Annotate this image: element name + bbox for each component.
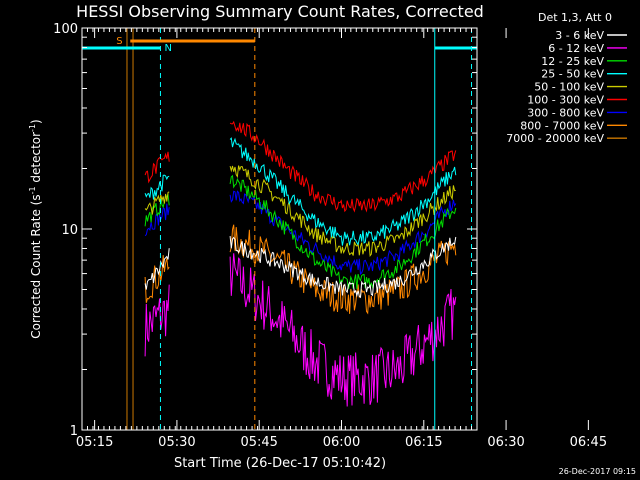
series-line-7 [144, 255, 170, 303]
series-line-1 [144, 284, 170, 357]
series-line-3 [229, 137, 457, 246]
series-line-2 [229, 174, 457, 290]
y-tick-label: 10 [61, 223, 78, 238]
series-line-5 [229, 120, 457, 213]
legend-entry-label: 3 - 6 keV [555, 29, 604, 42]
saa-label: S [116, 36, 122, 47]
x-tick-label: 05:15 [76, 435, 113, 450]
legend-entry-label: 7000 - 20000 keV [506, 132, 604, 145]
x-axis: 05:15 05:30 05:45 06:00 06:15 06:30 06:45 [76, 28, 607, 450]
legend-entry-label: 12 - 25 keV [541, 55, 604, 68]
series-line-3 [144, 174, 170, 200]
y-axis: 100 10 1 [53, 22, 477, 439]
series-line-5 [144, 151, 170, 184]
legend-entry-label: 50 - 100 keV [534, 81, 604, 94]
series-line-0 [229, 236, 457, 299]
series-layer [144, 120, 457, 407]
legend-entry-label: 25 - 50 keV [541, 68, 604, 81]
x-tick-label: 06:45 [570, 435, 607, 450]
series-line-7 [229, 224, 457, 315]
annotation-layer: SN [82, 28, 477, 430]
legend-header: Det 1,3, Att 0 [538, 11, 612, 24]
x-tick-label: 06:30 [487, 435, 524, 450]
series-line-6 [144, 203, 170, 237]
y-axis-label: Corrected Count Rate (s-1 detector-1) [28, 119, 43, 338]
series-line-4 [144, 191, 170, 215]
x-tick-label: 05:30 [158, 435, 195, 450]
series-line-1 [229, 253, 457, 407]
plot-frame [81, 27, 478, 431]
legend-entry-label: 6 - 12 keV [548, 42, 604, 55]
x-axis-label: Start Time (26-Dec-17 05:10:42) [174, 456, 386, 471]
x-tick-label: 06:00 [323, 435, 360, 450]
legend-entry-label: 300 - 800 keV [527, 106, 604, 119]
y-tick-label: 100 [53, 22, 78, 37]
legend-entry-label: 100 - 300 keV [527, 94, 604, 107]
y-tick-label: 1 [70, 424, 78, 439]
x-tick-label: 06:15 [405, 435, 442, 450]
legend-entry-label: 800 - 7000 keV [520, 119, 604, 132]
series-line-0 [144, 248, 170, 290]
chart-title: HESSI Observing Summary Count Rates, Cor… [76, 2, 484, 21]
generation-timestamp: 26-Dec-2017 09:15 [559, 467, 636, 476]
x-tick-label: 05:45 [240, 435, 277, 450]
night-label: N [164, 43, 171, 54]
series-line-4 [229, 165, 456, 257]
